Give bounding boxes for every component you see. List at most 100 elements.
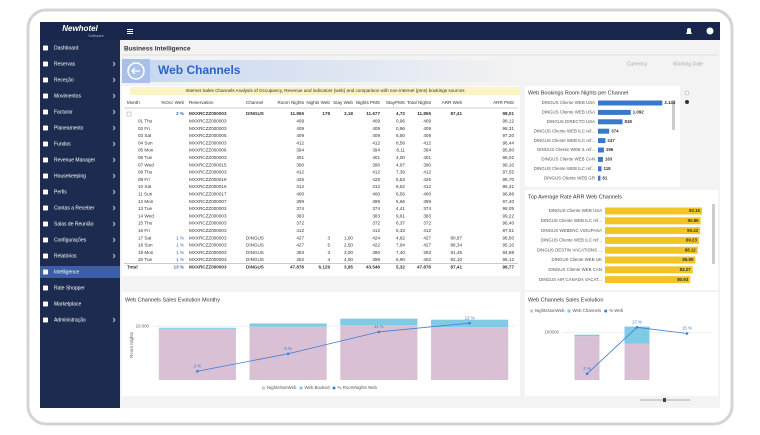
table-cell: 394 [296,148,304,153]
bar-label: DINGUS Cliente WEB CAN [548,267,602,272]
table-cell: 427 [296,235,304,240]
menu-item[interactable]: Contas a Receber [54,205,95,211]
table-cell: 1 % [176,235,184,240]
table-cell: 96,40 [503,221,515,226]
sidebar [40,22,120,408]
table-cell: 7,94 [396,243,405,248]
legend-swatch [604,309,608,313]
table-cell: 412 [423,170,431,175]
menu-item[interactable]: Rate Shopper [54,285,85,291]
menu-item[interactable]: Movimentos [54,93,81,99]
line-point [196,369,199,373]
row-checkbox [126,111,132,117]
page-dot[interactable] [685,100,689,104]
bar-label: DINGUS Cliente WEB ILC ref... [541,218,602,223]
back-button[interactable] [127,62,145,80]
bar [605,236,699,244]
table-cell: MXXRCZZ000007 [189,199,227,204]
menu-item[interactable]: Dashboard [54,45,79,51]
menu-icon [43,221,48,227]
menu-item[interactable]: Salas de Reunião [54,221,94,227]
menu-icon [43,109,48,115]
bar [605,246,698,254]
menu-item[interactable]: Marketplace [54,301,81,307]
bell-icon[interactable] [686,28,692,34]
value-label: 15 % [682,326,692,331]
table-cell: 97,55 [503,170,515,175]
menu-item[interactable]: Reservas [54,61,76,67]
menu-item[interactable]: Administração [54,317,86,323]
chevron [112,189,116,195]
filter-label[interactable]: Currency [627,61,648,67]
page-title: Web Channels [158,63,241,77]
table-cell: MXXRCZZ000005 [189,133,227,138]
scrollbar[interactable] [672,100,675,130]
menu-item[interactable]: Intelligence [54,269,80,275]
menu-item[interactable]: Housekeeping [54,173,86,179]
filter-label[interactable]: Working Date [673,61,703,67]
table-cell: 3,95 [344,265,353,270]
chevron [112,61,116,67]
table-cell: 425 [423,177,431,182]
table-cell: 98,12 [503,119,515,124]
menu-icon [43,77,48,83]
table-cell: 4,72 [396,111,405,116]
table-cell: 409 [296,119,304,124]
page-dot[interactable] [684,90,690,96]
legend-swatch [332,386,336,390]
menu-icon [43,301,48,307]
value-label: 2 % [194,363,202,368]
bar [598,166,602,172]
column-header: Room Nights [277,100,304,105]
table-cell: 43.548 [366,265,380,270]
menu-item[interactable]: Perfis [54,189,67,195]
menu-icon [43,237,48,243]
user-icon[interactable] [706,27,714,35]
y-tick-label: 100000 [544,329,559,334]
column-header: Stay Web [333,100,353,105]
table-cell: 47.878 [417,265,431,270]
bar [605,256,696,264]
table-cell: 8,56 [396,140,405,145]
menu-item[interactable]: Relatórios [54,253,77,259]
chart-title: Web Channels Sales Evolution Monthy [125,297,220,303]
scrollbar[interactable] [712,204,715,264]
table-cell: 425 [372,177,380,182]
table-cell: 372 [296,221,304,226]
bar-label: DINGUS Cliente WEB CAN [541,157,595,162]
menu-button[interactable] [127,29,133,34]
table-cell: MXXRCZZ000003 [189,111,227,116]
table-cell: 5,32 [396,265,405,270]
table-cell: 12 Mon [138,199,154,204]
table-cell: 8,52 [396,184,405,189]
top-bar [40,22,720,40]
line-point [286,352,290,356]
table-cell: 7,39 [396,170,405,175]
table-cell: 383 [423,213,431,218]
table-cell: 04 Sun [138,140,153,145]
table-cell: 95,10 [503,243,515,248]
table-cell: 390 [372,162,380,167]
table-cell: MXXRCZZ000003 [189,170,227,175]
legend-label: NightsNonWeb [267,385,297,390]
bar-label: DINGUS Cliente WEB USA [542,110,596,115]
menu-item[interactable]: Fundos [54,141,71,147]
value-label: 80.93 [677,277,689,282]
menu-item[interactable]: Facturar [54,109,73,115]
menu-item[interactable]: Receção [54,77,74,83]
menu-item[interactable]: Revenue Manager [54,157,95,163]
bar [605,207,702,215]
chevron [112,157,116,163]
chevron [112,77,116,83]
menu-item[interactable]: Configurações [54,237,87,243]
table-cell: 98,01 [503,111,515,116]
table-cell: 424 [372,235,380,240]
table-cell: 409 [423,133,431,138]
table-cell: MXXRCZZ000003 [189,243,227,248]
table-cell: 47.878 [290,265,304,270]
menu-item[interactable]: Planeamento [54,125,84,131]
value-label: 83.27 [680,267,692,272]
table-cell: 2 % [176,111,184,116]
table-cell: DINGUS [246,257,264,262]
table-cell: 374 [423,206,431,211]
